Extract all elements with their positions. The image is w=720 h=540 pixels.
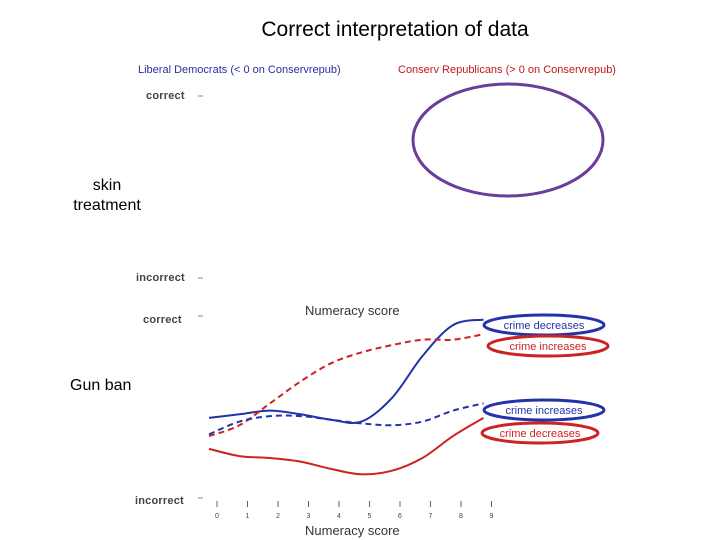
x-tick-label-7: 7 <box>429 513 433 520</box>
top-panel-correct-label: correct <box>146 90 185 102</box>
x-tick-label-0: 0 <box>215 513 219 520</box>
x-tick-label-9: 9 <box>490 513 494 520</box>
series-blue-crime-increases <box>208 402 484 436</box>
x-tick-label-6: 6 <box>398 513 402 520</box>
top-panel-xlabel: Numeracy score <box>305 303 400 318</box>
bottom-panel-incorrect-label: incorrect <box>135 495 184 507</box>
skin-treatment-label: skin treatment <box>73 177 141 214</box>
gun-ban-label: Gun ban <box>70 377 132 394</box>
bottom-panel-xlabel: Numeracy score <box>305 523 400 538</box>
legend-text-bottom-red: crime decreases <box>500 428 581 440</box>
conservative-column-header: Conserv Republicans (> 0 on Conservrepub… <box>398 64 616 76</box>
legend-text-bottom-blue: crime increases <box>505 405 583 417</box>
series-blue-crime-decreases <box>208 318 484 425</box>
legend-oval-bottom-red <box>480 421 600 445</box>
series-red-crime-decreases <box>208 417 485 476</box>
x-tick-label-4: 4 <box>337 513 341 520</box>
liberal-column-header: Liberal Democrats (< 0 on Conservrepub) <box>138 64 341 76</box>
x-tick-label-5: 5 <box>368 513 372 520</box>
legend-text-top-blue: crime decreases <box>504 320 585 332</box>
x-tick-label-1: 1 <box>246 513 250 520</box>
slide-title: Correct interpretation of data <box>261 18 529 41</box>
x-tick-label-8: 8 <box>459 513 463 520</box>
bottom-panel-correct-label: correct <box>143 314 182 326</box>
top-panel-incorrect-label: incorrect <box>136 272 185 284</box>
legend-text-top-red: crime increases <box>509 341 587 353</box>
x-axis-tick-labels: 0 1 2 3 4 5 6 7 8 9 <box>215 513 494 520</box>
series-lines <box>208 318 485 476</box>
x-tick-label-2: 2 <box>276 513 280 520</box>
highlight-ellipse <box>411 82 605 198</box>
legend-oval-bottom-blue <box>482 398 606 422</box>
series-red-crime-increases <box>208 333 484 438</box>
x-tick-label-3: 3 <box>307 513 311 520</box>
x-axis-ticks <box>216 501 492 507</box>
legend-oval-top-red <box>486 334 610 358</box>
